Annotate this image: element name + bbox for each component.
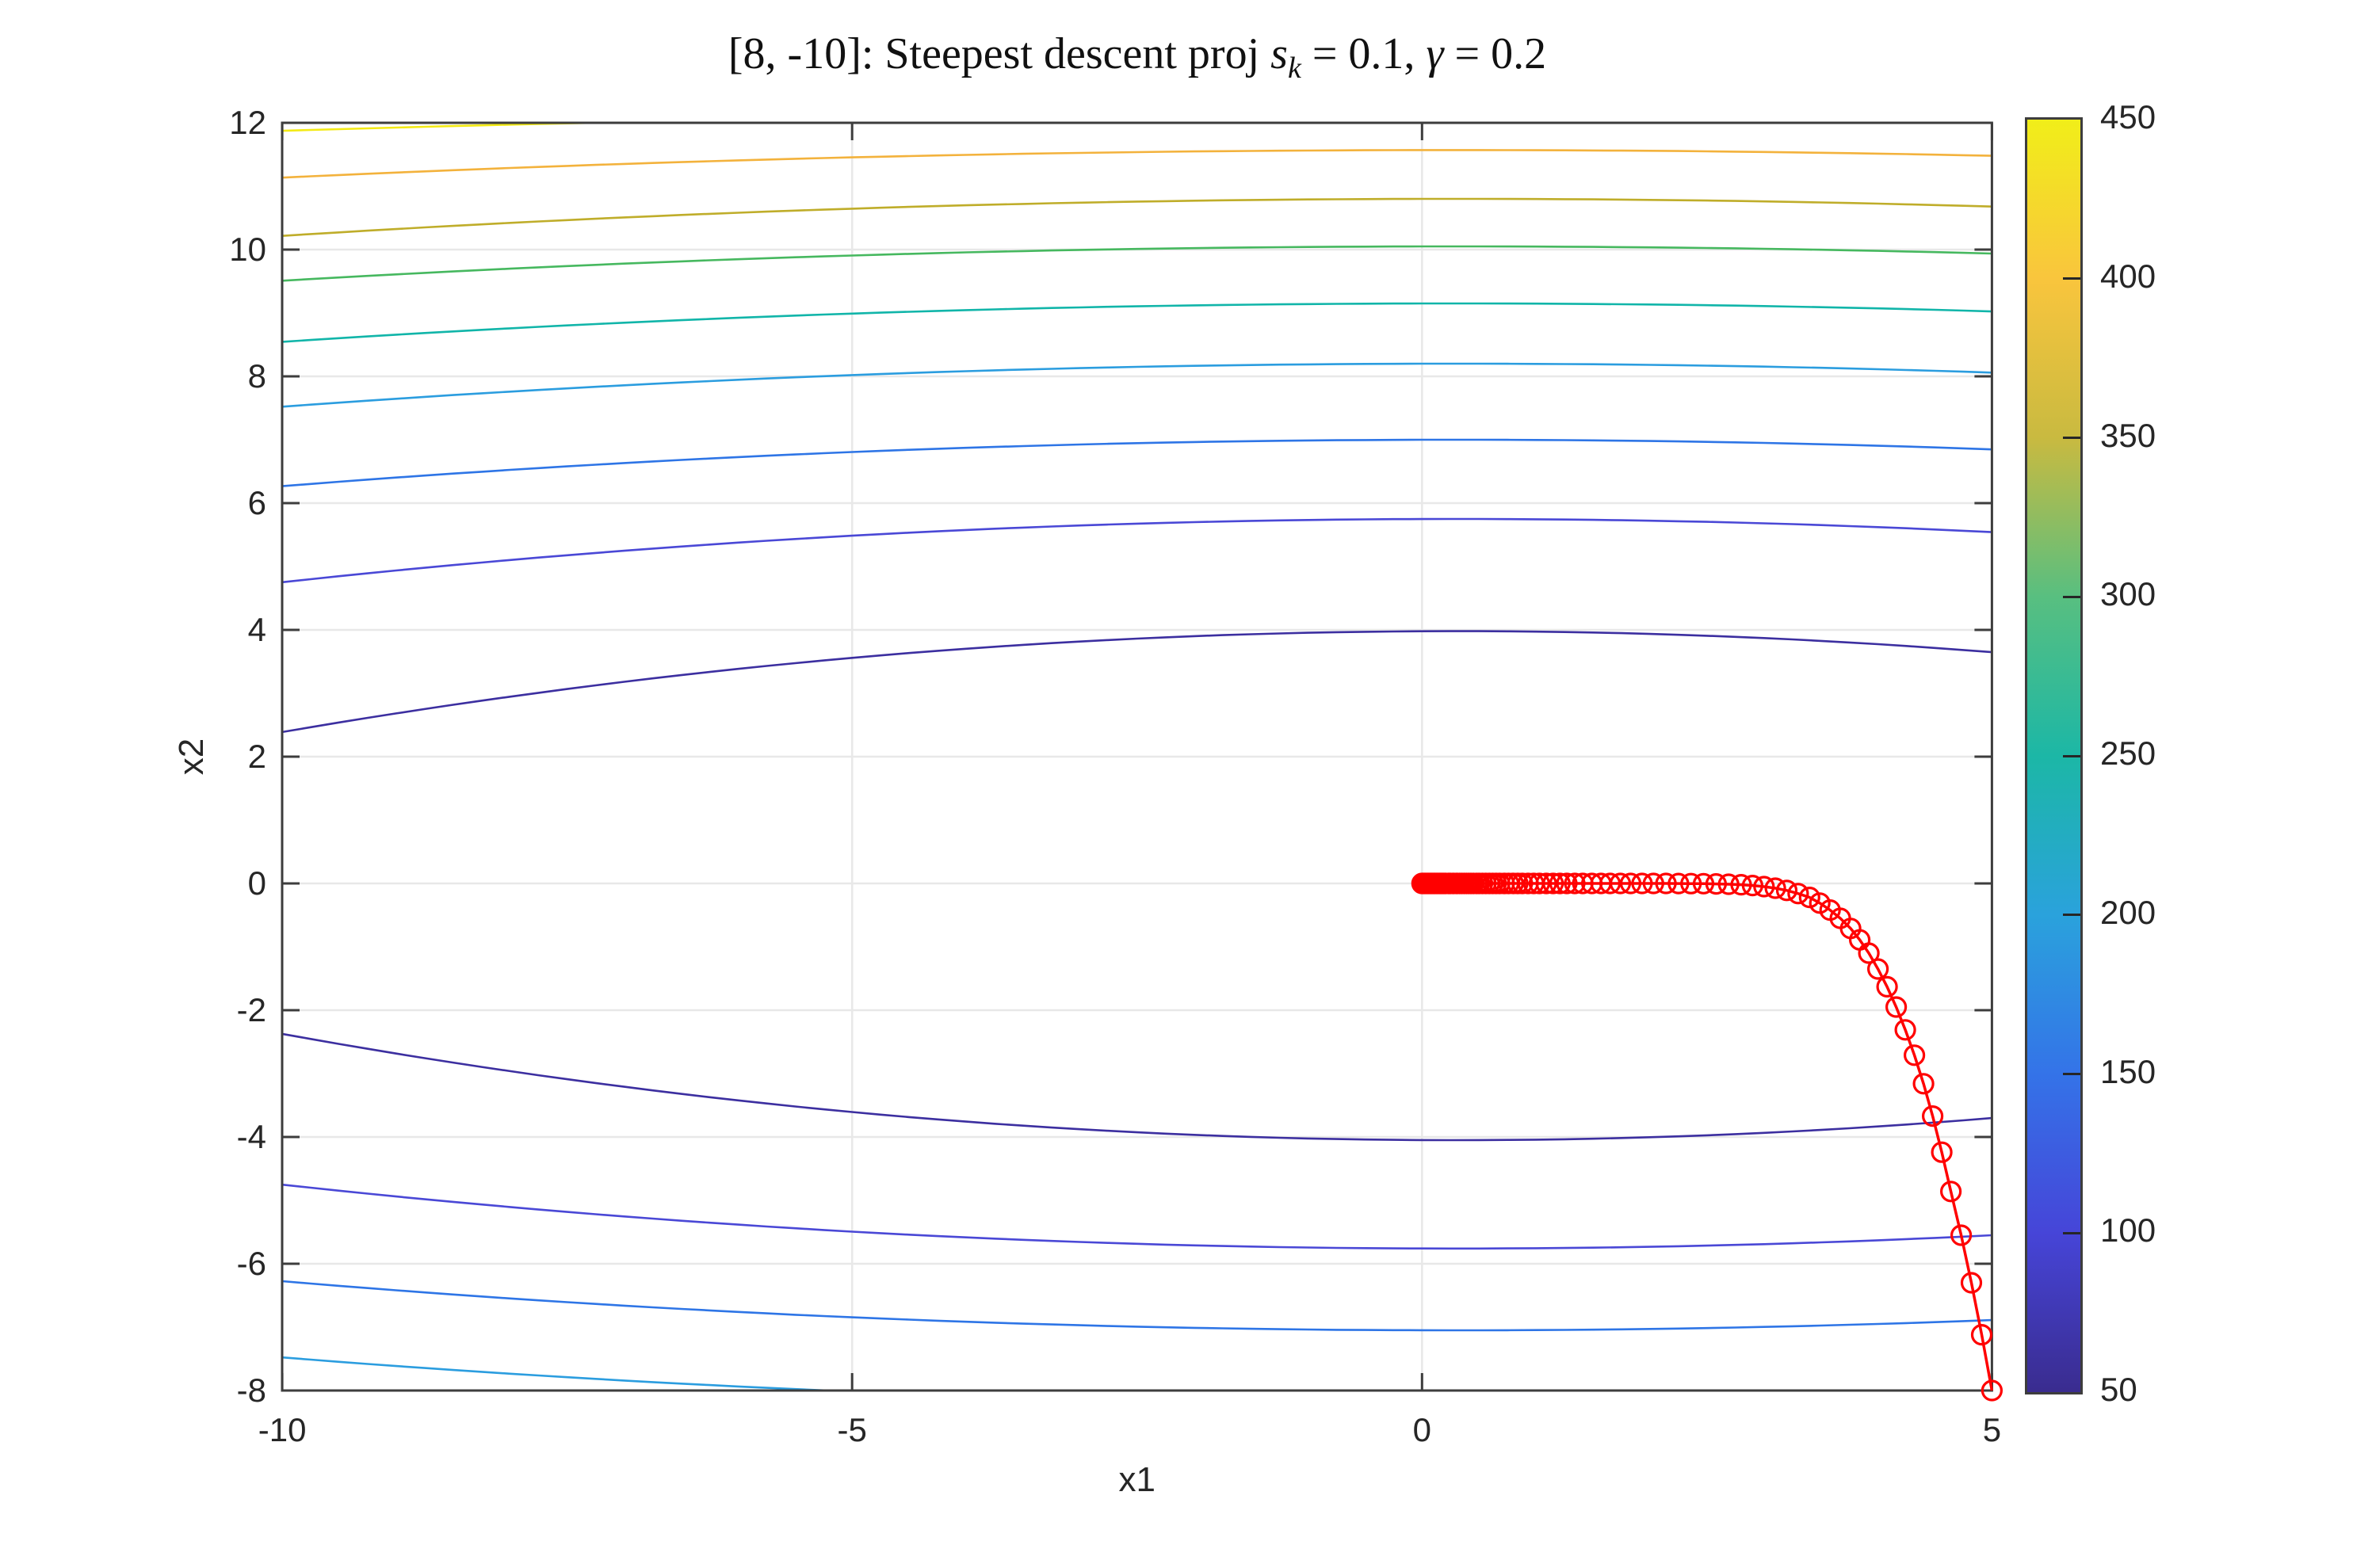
chart-title: [8, -10]: Steepest descent proj sk = 0.1… [282, 29, 1992, 86]
x-tick-label: -5 [837, 1411, 867, 1448]
colorbar-label: 400 [2100, 257, 2156, 295]
y-tick-label: 10 [229, 231, 266, 268]
y-tick-label: 6 [247, 484, 266, 521]
trajectory-marker [1885, 996, 1908, 1018]
contour-line-level-50 [282, 630, 1992, 734]
axis-tick-marks [281, 121, 1993, 1392]
trajectory-marker [1741, 874, 1763, 897]
colorbar-label: 350 [2100, 416, 2156, 454]
colorbar-tick-mark [2063, 914, 2080, 917]
colorbar-label: 250 [2100, 734, 2156, 772]
colorbar-tick-mark [2063, 1073, 2080, 1075]
y-tick-label: 2 [247, 738, 266, 775]
title-prefix: [8, -10]: Steepest descent proj [728, 29, 1271, 78]
trajectory-marker [1876, 975, 1898, 998]
colorbar-label: 100 [2100, 1211, 2156, 1249]
trajectory-marker [1753, 876, 1775, 898]
contour-line-level-250 [282, 302, 1992, 343]
colorbar-tick-mark [2063, 1231, 2080, 1234]
trajectory-marker [1580, 872, 1603, 895]
y-tick-label: -2 [236, 991, 266, 1028]
title-end: = 0.2 [1443, 29, 1547, 78]
contour-line-level-300 [282, 245, 1992, 282]
trajectory-marker [1894, 1019, 1916, 1041]
y-tick-label: 0 [247, 864, 266, 902]
trajectory-marker [1705, 872, 1727, 895]
contour-line-level-100 [282, 517, 1992, 584]
x-tick-label: -10 [258, 1411, 307, 1448]
colorbar-tick-mark [2063, 437, 2080, 439]
colorbar-tick-mark [2063, 595, 2080, 598]
trajectory-marker [1787, 883, 1809, 905]
colorbar-label: 450 [2100, 98, 2156, 135]
y-axis-label: x2 [172, 738, 211, 776]
colorbar-label: 150 [2100, 1052, 2156, 1090]
trajectory-marker [1717, 873, 1740, 895]
trajectory-marker [1912, 1073, 1935, 1095]
trajectory-marker [1931, 1141, 1953, 1163]
colorbar-tick-mark [2063, 754, 2080, 757]
contour-line-level-350 [282, 197, 1992, 237]
x-axis-label: x1 [1118, 1460, 1155, 1499]
y-tick-label: -4 [236, 1118, 266, 1155]
trajectory-marker [1981, 1379, 2003, 1402]
trajectory-marker [1528, 872, 1551, 895]
x-tick-label: 0 [1412, 1411, 1431, 1448]
trajectory-marker [1680, 872, 1702, 895]
y-tick-label: 8 [247, 357, 266, 395]
title-s-variable: s [1270, 29, 1288, 78]
contour-line-level-150 [282, 438, 1992, 487]
trajectory-marker [1922, 1104, 1944, 1127]
contour-line-level-400 [282, 149, 1992, 179]
trajectory-marker [1692, 872, 1715, 895]
trajectory-marker [1411, 872, 1433, 895]
y-tick-label: -8 [236, 1372, 266, 1409]
y-tick-label: -6 [236, 1245, 266, 1282]
colorbar-label: 50 [2100, 1371, 2137, 1408]
colorbar-label: 200 [2100, 893, 2156, 931]
x-tick-label: 5 [1982, 1411, 2002, 1448]
trajectory-marker [1564, 872, 1586, 895]
contour-line-level-200 [282, 362, 1992, 408]
trajectory-marker [1775, 879, 1798, 902]
contour-lines [282, 123, 1992, 1391]
trajectory-marker [1619, 872, 1642, 895]
contour-line-level-150 [282, 1280, 1992, 1332]
contour-line-level-50 [282, 1032, 1992, 1142]
title-mid: = 0.1, [1301, 29, 1427, 78]
trajectory-marker [1970, 1323, 1993, 1346]
trajectory-marker [1522, 872, 1545, 895]
contour-line-level-100 [282, 1183, 1992, 1250]
trajectory-marker [1549, 872, 1571, 895]
y-tick-label: 4 [247, 611, 266, 648]
trajectory-marker [1940, 1181, 1962, 1203]
y-tick-label: 12 [229, 104, 266, 141]
title-s-subscript: k [1287, 52, 1301, 86]
trajectory-marker [1642, 872, 1664, 895]
contour-line-level-200 [282, 1356, 853, 1391]
colorbar-label: 300 [2100, 575, 2156, 613]
trajectory-marker [1730, 873, 1752, 896]
trajectory-marker [1631, 872, 1653, 895]
grid-lines [282, 123, 1992, 1391]
trajectory-marker [1809, 892, 1831, 914]
trajectory-marker [1667, 872, 1690, 895]
title-gamma-symbol: γ [1426, 29, 1444, 78]
colorbar-tick-mark [2063, 277, 2080, 280]
colorbar [2025, 117, 2083, 1394]
trajectory-marker [1556, 872, 1578, 895]
trajectory-marker [1904, 1044, 1926, 1066]
trajectory-marker [1655, 872, 1677, 895]
trajectory-marker [1764, 877, 1786, 899]
trajectory-marker [1960, 1272, 1983, 1294]
trajectory-marker [1798, 886, 1820, 909]
trajectory-marker [1950, 1224, 1973, 1246]
trajectory [1411, 872, 2003, 1402]
trajectory-marker [1572, 872, 1594, 895]
trajectory-marker [1867, 958, 1889, 980]
